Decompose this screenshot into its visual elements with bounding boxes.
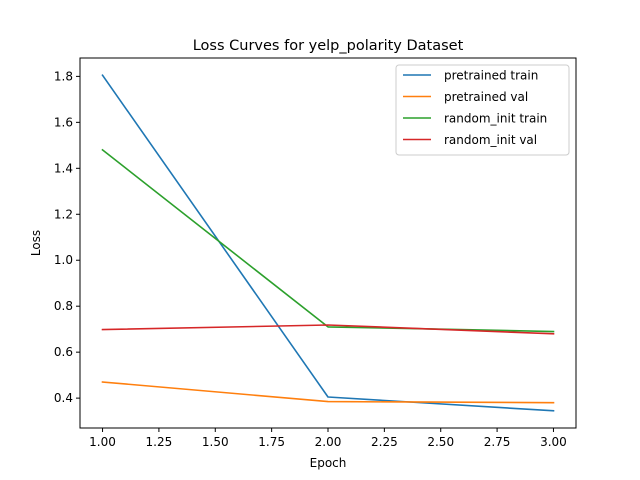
x-tick-label: 2.25 bbox=[371, 435, 398, 449]
x-tick-label: 1.00 bbox=[89, 435, 116, 449]
y-tick-label: 1.6 bbox=[54, 115, 73, 129]
axis-ticks: 1.00 1.25 1.50 1.75 2.00 2.25 2.50 2.75 3.00 0.4 0… bbox=[54, 69, 567, 449]
legend-box bbox=[395, 64, 570, 156]
legend-label: pretrained val bbox=[444, 90, 528, 104]
x-axis-title: Epoch bbox=[310, 456, 347, 470]
y-tick-label: 1.2 bbox=[54, 207, 73, 221]
legend-label: random_init train bbox=[444, 112, 547, 126]
x-tick-label: 1.50 bbox=[202, 435, 229, 449]
x-tick-label: 1.25 bbox=[146, 435, 173, 449]
y-tick-label: 0.4 bbox=[54, 391, 73, 405]
y-tick-label: 0.8 bbox=[54, 299, 73, 313]
legend-label: pretrained train bbox=[444, 69, 538, 83]
y-tick-label: 1.8 bbox=[54, 69, 73, 83]
x-tick-label: 3.00 bbox=[540, 435, 567, 449]
series-line-0 bbox=[101, 74, 555, 412]
y-tick-label: 1.4 bbox=[54, 161, 73, 175]
series-line-1 bbox=[101, 381, 555, 404]
x-tick-label: 1.75 bbox=[258, 435, 285, 449]
legend-label: random_init val bbox=[444, 133, 537, 147]
chart-title: Loss Curves for yelp_polarity Dataset bbox=[193, 38, 464, 54]
y-axis-title: Loss bbox=[29, 230, 43, 256]
x-tick-label: 2.75 bbox=[484, 435, 511, 449]
x-tick-label: 2.00 bbox=[315, 435, 342, 449]
legend: pretrained train pretrained val random_ini… bbox=[395, 64, 570, 156]
x-tick-label: 2.50 bbox=[427, 435, 454, 449]
series-line-2 bbox=[101, 148, 555, 333]
series-lines bbox=[101, 74, 555, 412]
y-tick-label: 1.0 bbox=[54, 253, 73, 267]
series-line-3 bbox=[101, 324, 555, 335]
y-tick-label: 0.6 bbox=[54, 345, 73, 359]
